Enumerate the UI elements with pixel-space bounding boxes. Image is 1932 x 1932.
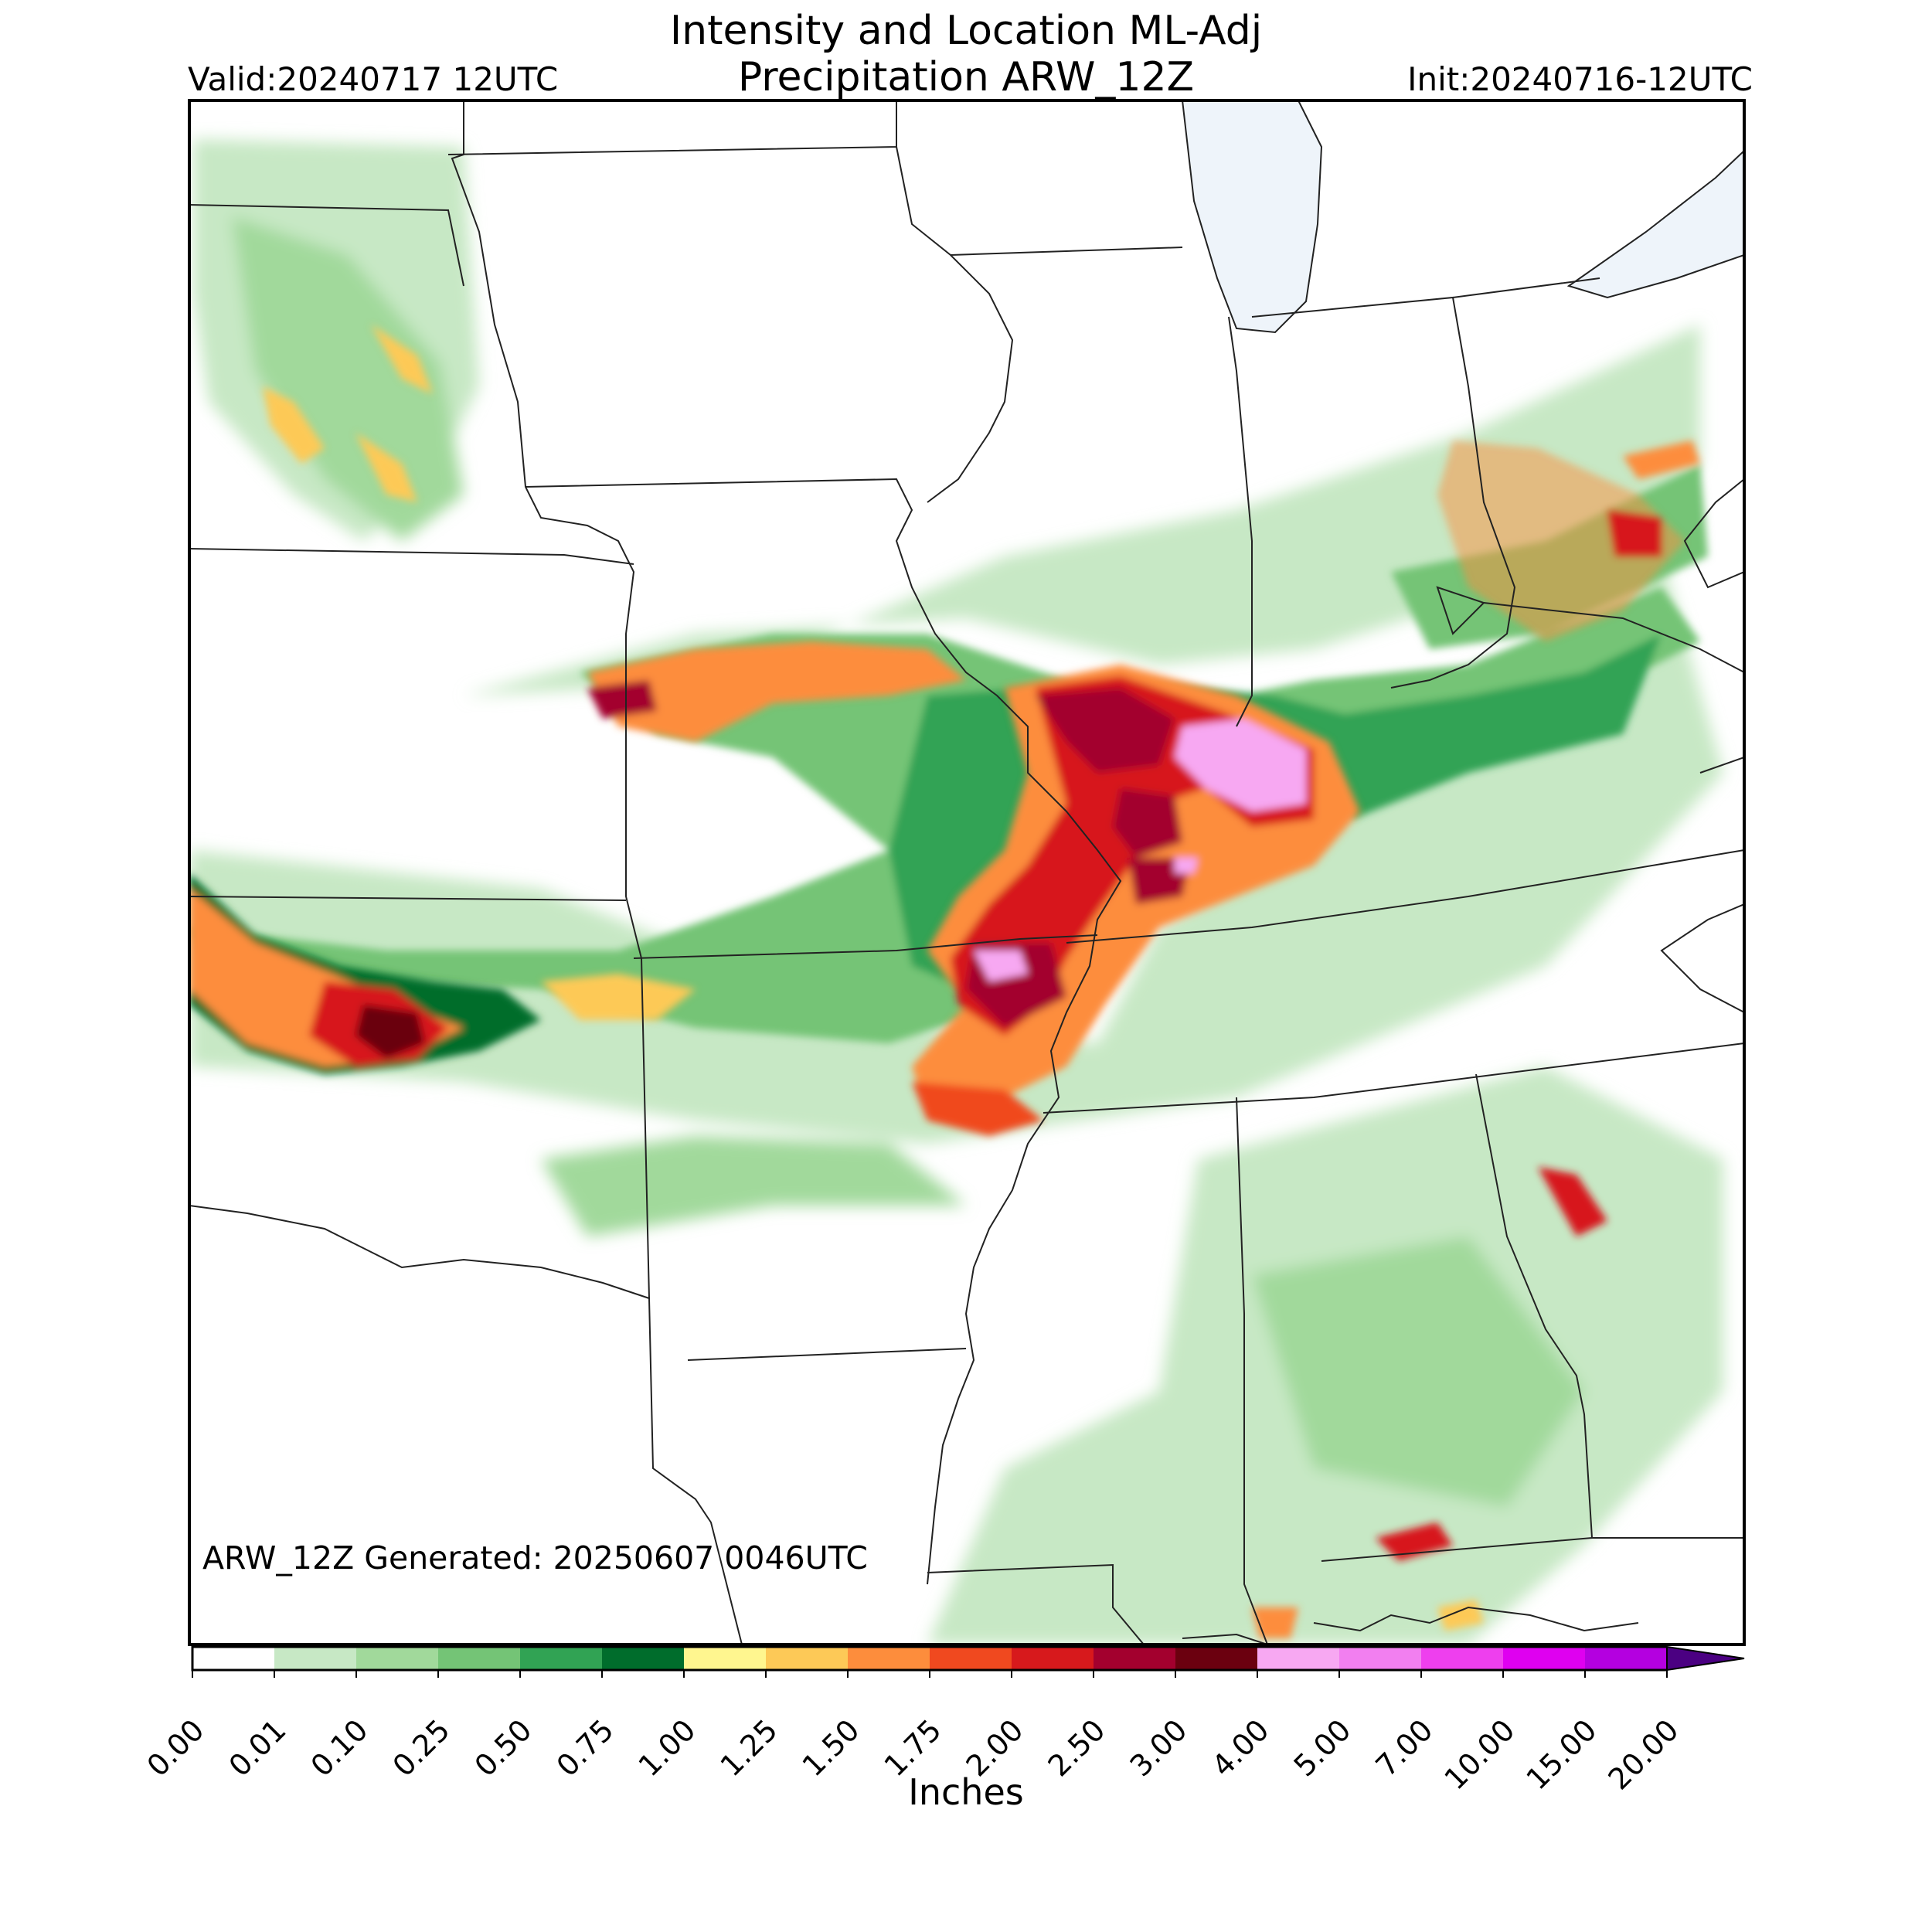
lake-michigan xyxy=(1181,100,1323,334)
init-time-label: Init:20240716-12UTC xyxy=(1407,60,1753,98)
colorbar-bin xyxy=(684,1647,767,1670)
colorbar-bin xyxy=(1339,1647,1422,1670)
colorbar-bin xyxy=(766,1647,849,1670)
lake-erie xyxy=(1566,149,1744,299)
generated-timestamp: ARW_12Z Generated: 20250607 0046UTC xyxy=(202,1539,868,1577)
colorbar-bin xyxy=(1503,1647,1586,1670)
precip-light-field xyxy=(189,139,1723,1645)
colorbar-bin xyxy=(274,1647,357,1670)
map-frame xyxy=(188,99,1746,1646)
colorbar-extend-arrow xyxy=(1666,1645,1745,1672)
colorbar-bin xyxy=(848,1647,930,1670)
map-title-line1: Intensity and Location ML-Adj xyxy=(669,8,1263,54)
colorbar-bin xyxy=(1094,1647,1176,1670)
colorbar-bin xyxy=(1175,1647,1258,1670)
colorbar-bin xyxy=(356,1647,439,1670)
valid-time-label: Valid:20240717 12UTC xyxy=(188,60,559,98)
colorbar-bin xyxy=(930,1647,1012,1670)
map-area xyxy=(189,100,1744,1645)
colorbar-bin xyxy=(438,1647,521,1670)
colorbar-bin xyxy=(1585,1647,1668,1670)
map-title-line2: Precipitation ARW_12Z xyxy=(737,54,1195,100)
precip-heavy-field xyxy=(189,325,1700,1638)
colorbar-units-label: Inches xyxy=(908,1771,1024,1813)
colorbar-bin xyxy=(520,1647,603,1670)
colorbar-bin xyxy=(602,1647,685,1670)
colorbar xyxy=(191,1645,1745,1678)
state-boundaries xyxy=(189,100,1744,1645)
colorbar-bin xyxy=(1257,1647,1340,1670)
colorbar-bin xyxy=(1421,1647,1504,1670)
colorbar-bin xyxy=(1012,1647,1094,1670)
colorbar-bin xyxy=(192,1647,275,1670)
